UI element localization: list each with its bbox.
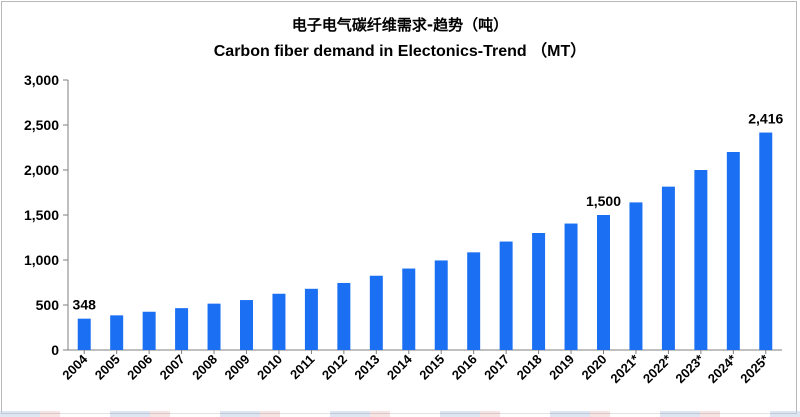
x-tick-label: 2007: [157, 352, 188, 383]
bar: [434, 260, 448, 350]
x-tick-label: 2020: [579, 352, 610, 383]
bar: [694, 170, 708, 350]
x-tick-label: 2011: [287, 352, 318, 383]
chart-title-chinese: 电子电气碳纤维需求-趋势（吨）: [291, 16, 509, 34]
x-tick-label: 2009: [222, 352, 253, 383]
x-tick-label: 2023*: [672, 351, 707, 386]
y-tick-label: 3,000: [24, 72, 59, 88]
bar: [175, 308, 189, 350]
x-tick-label: 2015: [416, 352, 447, 383]
data-label: 1,500: [586, 193, 621, 209]
x-tick-label: 2010: [254, 352, 285, 383]
bar: [304, 288, 318, 350]
bar: [759, 132, 773, 350]
bar: [629, 202, 643, 350]
x-tick-label: 2005: [92, 352, 123, 383]
x-tick-label: 2017: [481, 352, 512, 383]
x-tick-label: 2006: [124, 352, 155, 383]
bar: [272, 293, 286, 350]
bar: [726, 152, 740, 350]
bar: [499, 241, 513, 350]
data-label: 348: [73, 297, 97, 313]
chart-title-english: Carbon fiber demand in Electonics-Trend …: [213, 43, 587, 60]
bar: [240, 300, 253, 350]
y-tick-label: 500: [36, 297, 60, 313]
x-tick-label: 2019: [546, 352, 577, 383]
bar: [661, 186, 675, 350]
bar: [369, 275, 383, 350]
y-tick-label: 2,000: [24, 162, 59, 178]
x-tick-label: 2008: [189, 352, 220, 383]
x-tick-label: 2016: [449, 352, 480, 383]
y-tick-label: 1,500: [24, 207, 59, 223]
bar: [110, 315, 124, 350]
y-tick-label: 1,000: [24, 252, 59, 268]
bar: [402, 268, 416, 350]
bar: [337, 282, 351, 350]
bar: [532, 233, 546, 350]
x-tick-label: 2012: [319, 352, 350, 383]
bar: [77, 318, 91, 350]
bar: [142, 311, 156, 350]
y-tick-label: 2,500: [24, 117, 59, 133]
x-tick-label: 2022*: [640, 351, 675, 386]
bar: [597, 215, 610, 350]
x-tick-label: 2021*: [607, 351, 642, 386]
bar: [207, 303, 221, 350]
y-tick-label: 0: [51, 342, 59, 358]
x-tick-label: 2013: [351, 352, 382, 383]
bar: [564, 223, 578, 350]
decorative-footer-strip: [0, 411, 800, 417]
x-tick-label: 2004: [59, 351, 91, 383]
data-label: 2,416: [748, 111, 783, 127]
x-tick-label: 2025*: [737, 351, 772, 386]
bar: [467, 252, 481, 350]
x-tick-label: 2024*: [705, 351, 740, 386]
x-tick-label: 2018: [514, 352, 545, 383]
x-tick-label: 2014: [384, 351, 416, 383]
